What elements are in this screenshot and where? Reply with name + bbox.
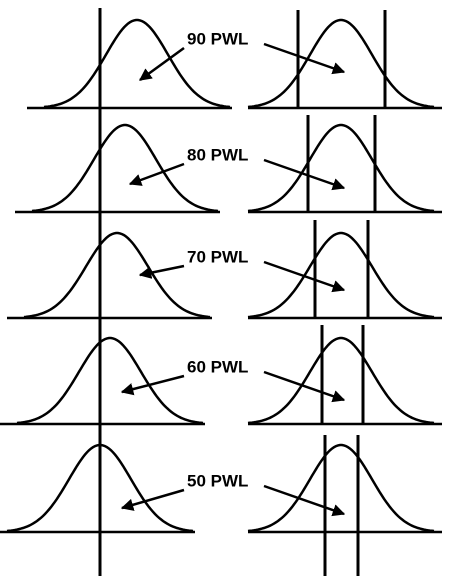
pwl-label: 80 PWL: [187, 145, 248, 164]
right-distribution: [247, 443, 435, 533]
arrow: [138, 46, 185, 82]
left-distribution: [6, 443, 194, 533]
right-distribution: [247, 18, 435, 109]
pwl-label: 70 PWL: [187, 247, 248, 266]
arrow: [263, 158, 346, 191]
right-distribution: [247, 123, 435, 213]
arrow: [263, 484, 346, 517]
arrow: [263, 42, 346, 75]
left-distribution: [31, 123, 219, 213]
pwl-label: 90 PWL: [187, 29, 248, 48]
arrow: [120, 488, 185, 511]
left-distribution: [16, 336, 204, 425]
arrow: [263, 370, 346, 403]
arrow: [263, 260, 346, 293]
arrow: [128, 162, 185, 186]
left-distribution: [43, 18, 231, 109]
right-distribution: [247, 336, 435, 425]
arrow: [120, 374, 185, 396]
right-distribution: [247, 231, 435, 319]
left-distribution: [23, 231, 211, 319]
pwl-label: 50 PWL: [187, 471, 248, 490]
arrow: [138, 264, 185, 279]
pwl-label: 60 PWL: [187, 357, 248, 376]
